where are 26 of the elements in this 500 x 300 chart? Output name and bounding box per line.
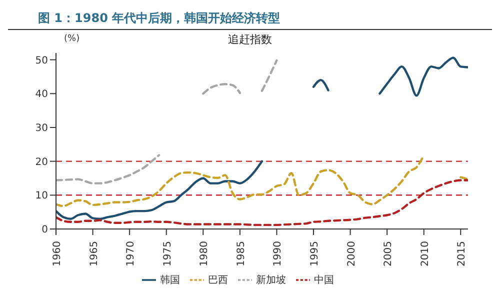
x-tick-label: 1980 bbox=[199, 241, 210, 266]
y-tick-label: 40 bbox=[35, 89, 48, 100]
x-tick-label: 1965 bbox=[88, 241, 100, 266]
x-tick-label: 1990 bbox=[272, 241, 284, 266]
legend-label: 新加坡 bbox=[256, 275, 286, 286]
chart-subtitle: 追赶指数 bbox=[228, 33, 272, 46]
x-tick-label: 1995 bbox=[310, 241, 320, 266]
x-tick-label: 1975 bbox=[162, 241, 174, 266]
legend-label: 中国 bbox=[314, 275, 334, 286]
x-tick-label: 2015 bbox=[456, 241, 468, 266]
y-tick-label: 0 bbox=[42, 224, 48, 236]
x-tick-label: 1970 bbox=[126, 241, 137, 266]
y-tick-label: 30 bbox=[35, 123, 48, 134]
x-tick-label: 2005 bbox=[383, 241, 394, 266]
x-tick-label: 1960 bbox=[52, 241, 63, 266]
x-tick-label: 1985 bbox=[236, 241, 247, 266]
y-tick-label: 50 bbox=[35, 55, 48, 66]
y-tick-label: 20 bbox=[35, 156, 48, 168]
y-axis-title: (%) bbox=[64, 34, 80, 44]
chart-title: 图 1：1980 年代中后期，韩国开始经济转型 bbox=[8, 8, 492, 30]
legend-label: 韩国 bbox=[160, 275, 180, 286]
x-tick-label: 2010 bbox=[420, 241, 431, 266]
line-series bbox=[56, 179, 468, 226]
y-tick-label: 10 bbox=[35, 190, 48, 202]
x-tick-label: 2000 bbox=[346, 241, 358, 266]
legend-label: 巴西 bbox=[208, 275, 228, 286]
